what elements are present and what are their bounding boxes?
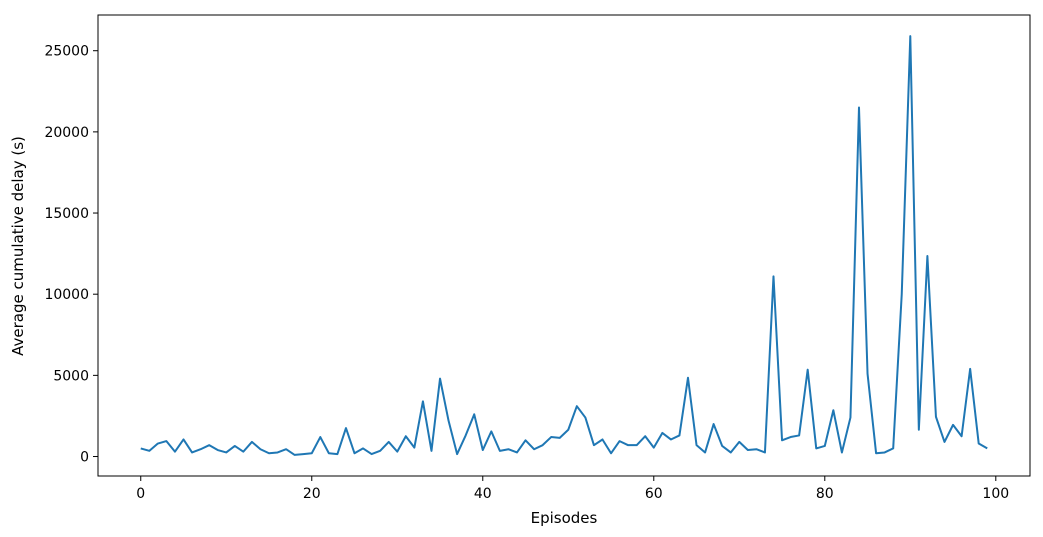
y-axis-ticks: 0 5000 10000 15000 20000 25000 — [44, 44, 98, 466]
x-tick-label: 20 — [303, 486, 321, 502]
y-axis-label: Average cumulative delay (s) — [9, 136, 27, 356]
x-tick-label: 80 — [816, 486, 834, 502]
y-tick-label: 20000 — [44, 125, 89, 141]
y-tick-label: 15000 — [44, 206, 89, 222]
plot-frame — [97, 14, 1031, 477]
y-tick-label: 0 — [80, 450, 89, 466]
series-line — [140, 35, 988, 456]
x-tick-label: 0 — [136, 486, 145, 502]
x-tick-label: 60 — [645, 486, 663, 502]
plot-background — [98, 15, 1030, 476]
y-tick-label: 25000 — [44, 44, 89, 60]
x-tick-label: 40 — [474, 486, 492, 502]
y-tick-label: 10000 — [44, 287, 89, 303]
y-tick-label: 5000 — [53, 368, 89, 384]
x-axis-ticks: 0 20 40 60 80 100 — [136, 476, 1009, 502]
x-axis-label: Episodes — [531, 509, 598, 527]
x-tick-label: 100 — [982, 486, 1009, 502]
